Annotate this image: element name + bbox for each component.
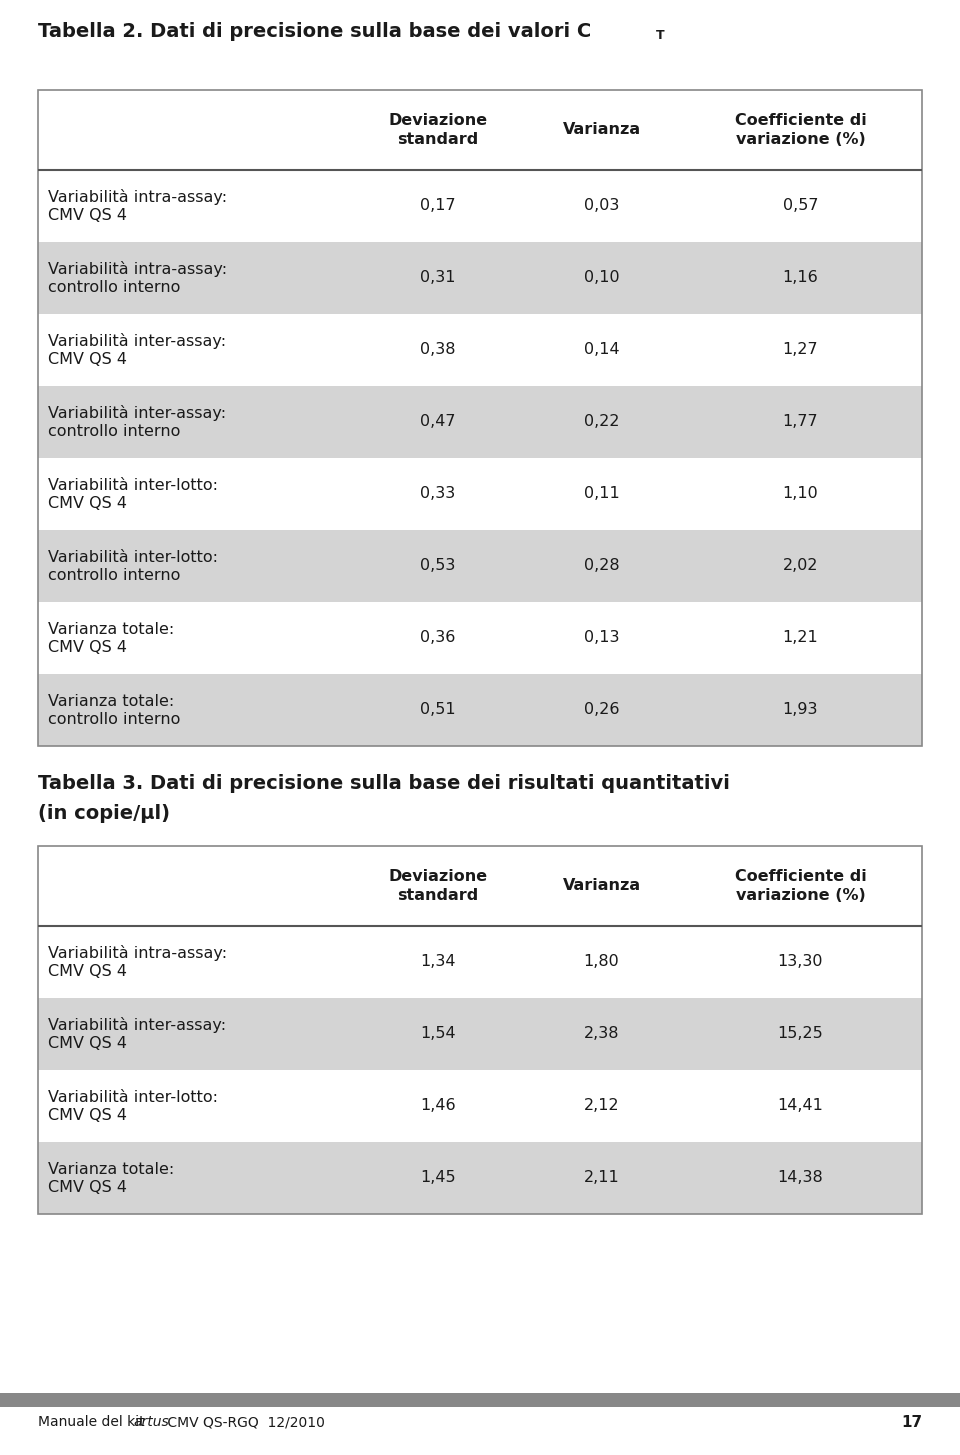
Text: 0,03: 0,03 — [584, 198, 619, 214]
Text: Variabilità inter-assay:
controllo interno: Variabilità inter-assay: controllo inter… — [48, 404, 227, 439]
Bar — [38, 845, 922, 925]
Text: Variabilità inter-lotto:
CMV QS 4: Variabilità inter-lotto: CMV QS 4 — [48, 477, 218, 511]
Bar — [38, 386, 922, 458]
Text: Coefficiente di
variazione (%): Coefficiente di variazione (%) — [734, 869, 866, 902]
Text: 1,93: 1,93 — [782, 703, 818, 717]
Text: 1,10: 1,10 — [782, 486, 818, 502]
Text: 17: 17 — [900, 1416, 922, 1430]
Text: 1,54: 1,54 — [420, 1026, 456, 1042]
Text: 2,11: 2,11 — [584, 1170, 619, 1186]
Text: Variabilità intra-assay:
CMV QS 4: Variabilità intra-assay: CMV QS 4 — [48, 189, 228, 223]
Text: 0,51: 0,51 — [420, 703, 456, 717]
Text: Variabilità intra-assay:
CMV QS 4: Variabilità intra-assay: CMV QS 4 — [48, 944, 228, 979]
Bar — [38, 602, 922, 674]
Text: 1,77: 1,77 — [782, 415, 818, 429]
Text: 15,25: 15,25 — [778, 1026, 824, 1042]
Text: 0,57: 0,57 — [782, 198, 818, 214]
Text: Tabella 3. Dati di precisione sulla base dei risultati quantitativi: Tabella 3. Dati di precisione sulla base… — [38, 774, 730, 793]
Text: 2,12: 2,12 — [584, 1099, 619, 1113]
Text: artus: artus — [133, 1416, 169, 1429]
Text: 0,38: 0,38 — [420, 342, 456, 358]
Text: Varianza: Varianza — [563, 879, 640, 893]
Text: 2,38: 2,38 — [584, 1026, 619, 1042]
Text: 13,30: 13,30 — [778, 954, 824, 969]
Text: Varianza totale:
controllo interno: Varianza totale: controllo interno — [48, 694, 180, 726]
Text: Deviazione
standard: Deviazione standard — [389, 113, 488, 147]
Text: 0,17: 0,17 — [420, 198, 456, 214]
Text: Variabilità inter-lotto:
controllo interno: Variabilità inter-lotto: controllo inter… — [48, 550, 218, 582]
Bar — [38, 925, 922, 998]
Text: 0,47: 0,47 — [420, 415, 456, 429]
Text: 1,34: 1,34 — [420, 954, 456, 969]
Text: 0,33: 0,33 — [420, 486, 456, 502]
Bar — [38, 242, 922, 314]
Bar — [38, 1069, 922, 1142]
Text: 0,13: 0,13 — [584, 630, 619, 646]
Text: Variabilità inter-lotto:
CMV QS 4: Variabilità inter-lotto: CMV QS 4 — [48, 1090, 218, 1122]
Text: Coefficiente di
variazione (%): Coefficiente di variazione (%) — [734, 113, 866, 147]
Text: Varianza totale:
CMV QS 4: Varianza totale: CMV QS 4 — [48, 1161, 175, 1195]
Text: Variabilità inter-assay:
CMV QS 4: Variabilità inter-assay: CMV QS 4 — [48, 333, 227, 367]
Bar — [38, 530, 922, 602]
Text: 14,41: 14,41 — [778, 1099, 824, 1113]
Text: Tabella 2. Dati di precisione sulla base dei valori C: Tabella 2. Dati di precisione sulla base… — [38, 22, 591, 41]
Text: 1,80: 1,80 — [584, 954, 619, 969]
Text: 0,31: 0,31 — [420, 271, 456, 285]
Text: Variabilità intra-assay:
controllo interno: Variabilità intra-assay: controllo inter… — [48, 260, 228, 295]
Text: 1,16: 1,16 — [782, 271, 818, 285]
Bar — [38, 90, 922, 170]
Text: 0,11: 0,11 — [584, 486, 619, 502]
Text: 0,14: 0,14 — [584, 342, 619, 358]
Text: 0,26: 0,26 — [584, 703, 619, 717]
Text: 1,27: 1,27 — [782, 342, 818, 358]
Text: Variabilità inter-assay:
CMV QS 4: Variabilità inter-assay: CMV QS 4 — [48, 1017, 227, 1051]
Bar — [38, 90, 922, 746]
Text: Varianza: Varianza — [563, 122, 640, 138]
Text: 1,21: 1,21 — [782, 630, 818, 646]
Text: 0,53: 0,53 — [420, 559, 456, 573]
Bar — [38, 674, 922, 746]
Text: 1,45: 1,45 — [420, 1170, 456, 1186]
Bar — [0, 1392, 960, 1407]
Text: Manuale del kit: Manuale del kit — [38, 1416, 149, 1429]
Text: Varianza totale:
CMV QS 4: Varianza totale: CMV QS 4 — [48, 621, 175, 655]
Text: 0,22: 0,22 — [584, 415, 619, 429]
Bar — [38, 458, 922, 530]
Bar — [38, 314, 922, 386]
Text: 0,36: 0,36 — [420, 630, 456, 646]
Text: CMV QS-RGQ  12/2010: CMV QS-RGQ 12/2010 — [163, 1416, 324, 1429]
Text: 0,28: 0,28 — [584, 559, 619, 573]
Bar — [38, 998, 922, 1069]
Text: 14,38: 14,38 — [778, 1170, 824, 1186]
Bar — [38, 170, 922, 242]
Bar — [38, 845, 922, 1213]
Text: (in copie/μl): (in copie/μl) — [38, 805, 170, 824]
Text: 2,02: 2,02 — [782, 559, 818, 573]
Bar — [38, 1142, 922, 1213]
Text: Deviazione
standard: Deviazione standard — [389, 869, 488, 902]
Text: T: T — [656, 29, 664, 42]
Text: 1,46: 1,46 — [420, 1099, 456, 1113]
Text: 0,10: 0,10 — [584, 271, 619, 285]
